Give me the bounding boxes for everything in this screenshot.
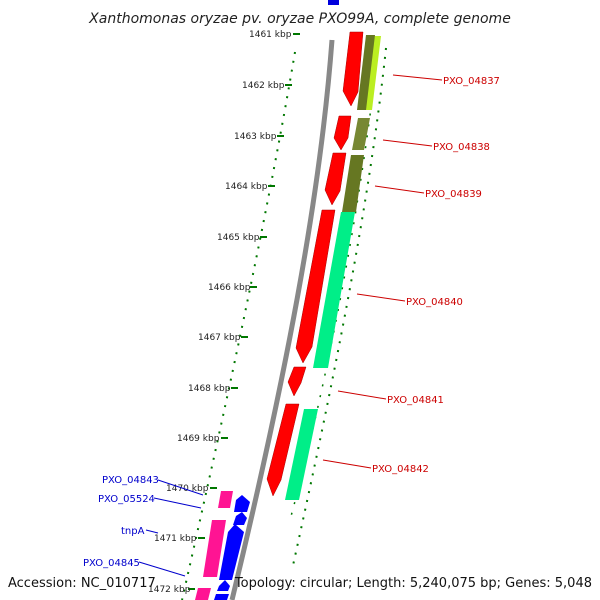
cds-arrow-pxo-04842[interactable] bbox=[266, 403, 300, 497]
cds-track bbox=[266, 31, 364, 497]
blue-arrow-pxo-04845[interactable] bbox=[217, 580, 230, 591]
scale-ticks bbox=[188, 33, 300, 590]
gene-label-pxo-04845[interactable]: PXO_04845 bbox=[83, 558, 140, 569]
olive-segment-pxo-04838[interactable] bbox=[352, 118, 370, 150]
scale-labels: 1461 kbp 1462 kbp 1463 kbp 1464 kbp 1465… bbox=[148, 30, 292, 595]
gene-label-pxo-04838[interactable]: PXO_04838 bbox=[433, 142, 490, 153]
scale-label: 1472 kbp bbox=[148, 585, 191, 595]
connector-pxo-04838 bbox=[382, 139, 433, 147]
connector-pxo-04841 bbox=[337, 390, 387, 400]
connector-pxo-04840 bbox=[356, 293, 406, 302]
blue-feature-bottom[interactable] bbox=[214, 594, 229, 600]
scale-dotted-track bbox=[181, 51, 296, 600]
blue-arrow-tnpa[interactable] bbox=[219, 524, 244, 580]
right-label-connectors bbox=[322, 74, 443, 469]
gene-label-pxo-04842[interactable]: PXO_04842 bbox=[372, 464, 429, 475]
cds-arrow-pxo-04840[interactable] bbox=[295, 209, 336, 364]
gene-label-pxo-05524[interactable]: PXO_05524 bbox=[98, 494, 155, 505]
scale-label: 1468 kbp bbox=[188, 384, 231, 394]
olive-segment-pxo-04837[interactable] bbox=[357, 35, 375, 110]
right-gene-labels: PXO_04837 PXO_04838 PXO_04839 PXO_04840 … bbox=[372, 76, 500, 475]
scale-label: 1466 kbp bbox=[208, 283, 251, 293]
gene-label-pxo-04843[interactable]: PXO_04843 bbox=[102, 475, 159, 486]
gene-label-pxo-04837[interactable]: PXO_04837 bbox=[443, 76, 500, 87]
genome-summary-text: Topology: circular; Length: 5,240,075 bp… bbox=[234, 576, 592, 591]
left-feature-track bbox=[195, 491, 250, 600]
gene-label-pxo-04839[interactable]: PXO_04839 bbox=[425, 189, 482, 200]
accession-text: Accession: NC_010717 bbox=[8, 576, 156, 591]
scale-label: 1470 kbp bbox=[166, 484, 209, 494]
cds-arrow-pxo-04839[interactable] bbox=[324, 152, 347, 206]
green-segment-pxo-04840[interactable] bbox=[313, 212, 355, 368]
connector-pxo-04837 bbox=[392, 74, 443, 81]
pink-feature-pxo-04843[interactable] bbox=[218, 491, 233, 508]
connector-pxo-04842 bbox=[322, 459, 372, 469]
gene-label-pxo-04840[interactable]: PXO_04840 bbox=[406, 297, 463, 308]
right-dotted-track-outer bbox=[291, 47, 387, 571]
lime-segment[interactable] bbox=[364, 36, 381, 110]
map-title: Xanthomonas oryzae pv. oryzae PXO99A, co… bbox=[88, 11, 511, 27]
pink-feature-tnpa[interactable] bbox=[203, 520, 226, 577]
connector-pxo-04845 bbox=[138, 561, 186, 577]
scale-label: 1469 kbp bbox=[177, 434, 220, 444]
cds-arrow-pxo-04837[interactable] bbox=[342, 31, 364, 107]
comparison-track bbox=[285, 35, 381, 500]
gene-label-pxo-04841[interactable]: PXO_04841 bbox=[387, 395, 444, 406]
olive-segment-pxo-04839[interactable] bbox=[342, 155, 364, 212]
cds-arrow-pxo-04841[interactable] bbox=[287, 366, 307, 397]
blue-arrow-pxo-04843[interactable] bbox=[234, 495, 250, 512]
scale-label: 1462 kbp bbox=[242, 81, 285, 91]
connector-pxo-05524 bbox=[153, 497, 202, 509]
genome-backbone bbox=[229, 39, 335, 600]
gene-label-tnpa[interactable]: tnpA bbox=[121, 526, 145, 537]
connector-pxo-04839 bbox=[374, 185, 425, 194]
left-label-connectors bbox=[138, 479, 204, 577]
scale-label: 1463 kbp bbox=[234, 132, 277, 142]
cds-arrow-pxo-04838[interactable] bbox=[333, 115, 352, 151]
scale-label: 1465 kbp bbox=[217, 233, 260, 243]
scale-label: 1464 kbp bbox=[225, 182, 268, 192]
scale-label: 1467 kbp bbox=[198, 333, 241, 343]
scale-label: 1471 kbp bbox=[154, 534, 197, 544]
scale-label: 1461 kbp bbox=[249, 30, 292, 40]
connector-pxo-04843 bbox=[157, 479, 204, 496]
pink-feature-bottom[interactable] bbox=[195, 588, 211, 600]
left-gene-labels: PXO_04843 PXO_05524 tnpA PXO_04845 bbox=[83, 475, 159, 569]
green-segment-pxo-04842[interactable] bbox=[285, 409, 318, 500]
blue-arrow-pxo-05524[interactable] bbox=[233, 512, 247, 525]
top-blue-feature[interactable] bbox=[328, 0, 339, 5]
connector-tnpa bbox=[145, 529, 159, 534]
